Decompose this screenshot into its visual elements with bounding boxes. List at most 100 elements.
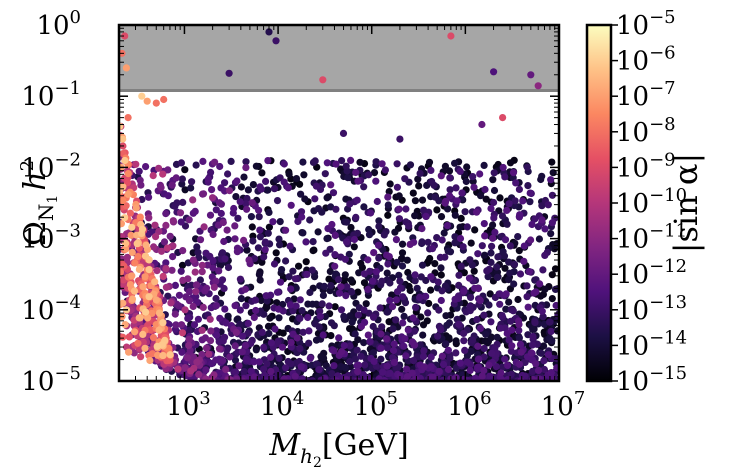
- data-point: [368, 277, 377, 285]
- y-tick-label: 10−3: [21, 221, 81, 255]
- data-point: [206, 315, 214, 323]
- data-point: [487, 249, 495, 257]
- data-point: [209, 257, 217, 265]
- data-point: [337, 306, 346, 314]
- data-point: [145, 193, 153, 201]
- data-point: [279, 329, 287, 337]
- data-point: [428, 245, 437, 253]
- data-point: [378, 277, 386, 285]
- data-point: [398, 262, 407, 270]
- data-point: [474, 284, 482, 293]
- data-point: [534, 82, 542, 90]
- data-point: [207, 168, 215, 176]
- data-point: [480, 220, 488, 228]
- data-point: [455, 281, 463, 289]
- data-point: [435, 367, 443, 375]
- data-point: [507, 317, 515, 325]
- data-point: [256, 226, 264, 234]
- data-point: [416, 293, 424, 301]
- data-point: [185, 297, 194, 305]
- data-point: [231, 342, 239, 350]
- data-point: [539, 313, 547, 321]
- data-point: [271, 325, 279, 333]
- data-point: [400, 312, 408, 320]
- data-point: [142, 163, 150, 171]
- data-point: [347, 363, 355, 371]
- data-point: [395, 192, 403, 200]
- data-point: [373, 197, 381, 206]
- data-point: [535, 375, 543, 381]
- data-point: [295, 262, 303, 270]
- data-point: [437, 264, 445, 272]
- data-point: [531, 319, 539, 327]
- data-point: [433, 234, 441, 242]
- data-point: [354, 311, 362, 319]
- data-point: [308, 266, 316, 274]
- data-point: [194, 248, 202, 256]
- data-point: [242, 158, 250, 166]
- data-point: [243, 246, 251, 254]
- data-point: [255, 271, 263, 279]
- data-point: [177, 321, 186, 329]
- data-point: [375, 375, 383, 381]
- data-point: [460, 287, 468, 295]
- data-point: [369, 322, 377, 331]
- data-point: [370, 357, 378, 365]
- data-point: [319, 331, 327, 339]
- data-point: [209, 264, 217, 272]
- data-point: [523, 282, 531, 290]
- data-point: [360, 203, 368, 211]
- data-point: [297, 363, 305, 371]
- excluded-region: [119, 25, 559, 93]
- data-point: [438, 287, 446, 295]
- data-point: [202, 249, 210, 257]
- data-point: [238, 332, 247, 340]
- data-point: [144, 314, 152, 322]
- data-point: [262, 177, 270, 185]
- data-point: [248, 199, 256, 207]
- data-point: [261, 246, 269, 254]
- data-point: [135, 167, 143, 175]
- data-point: [316, 312, 324, 320]
- data-point: [231, 222, 239, 230]
- data-point: [406, 286, 414, 295]
- data-point: [435, 306, 443, 314]
- data-point: [395, 215, 403, 223]
- data-point: [496, 194, 504, 202]
- data-point: [291, 372, 299, 380]
- data-point: [375, 222, 383, 230]
- data-point: [121, 32, 129, 40]
- data-point: [476, 296, 484, 304]
- data-point: [159, 319, 167, 327]
- data-point: [496, 324, 505, 332]
- data-point: [276, 278, 285, 286]
- data-point: [456, 359, 464, 367]
- data-point: [297, 208, 306, 216]
- data-point: [149, 334, 158, 342]
- data-point: [315, 323, 323, 331]
- data-point: [347, 276, 355, 284]
- data-point: [190, 321, 199, 329]
- data-point: [199, 303, 207, 311]
- data-point: [223, 346, 231, 354]
- data-point: [381, 166, 389, 174]
- data-point: [260, 365, 268, 373]
- data-point: [232, 368, 240, 376]
- data-point: [420, 363, 428, 371]
- data-point: [417, 313, 425, 321]
- data-point: [270, 185, 279, 193]
- data-point: [384, 201, 392, 209]
- data-point: [386, 279, 394, 287]
- data-point: [374, 241, 383, 249]
- data-point: [389, 325, 397, 333]
- data-point: [245, 256, 253, 264]
- data-point: [372, 268, 380, 276]
- data-point: [434, 278, 442, 286]
- data-point: [292, 175, 301, 183]
- data-point: [195, 254, 203, 262]
- data-point: [267, 339, 275, 347]
- data-point: [445, 334, 453, 342]
- data-point: [352, 213, 360, 221]
- data-point: [390, 340, 398, 348]
- data-point: [174, 365, 182, 373]
